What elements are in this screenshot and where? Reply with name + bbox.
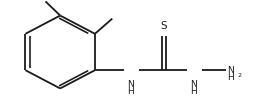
Text: N: N bbox=[190, 80, 197, 89]
Text: H: H bbox=[227, 73, 234, 82]
Text: S: S bbox=[161, 21, 167, 31]
Text: 2: 2 bbox=[238, 73, 242, 78]
Text: N: N bbox=[227, 66, 234, 75]
Text: N: N bbox=[128, 80, 134, 89]
Text: H: H bbox=[190, 87, 197, 96]
Text: H: H bbox=[128, 87, 134, 96]
